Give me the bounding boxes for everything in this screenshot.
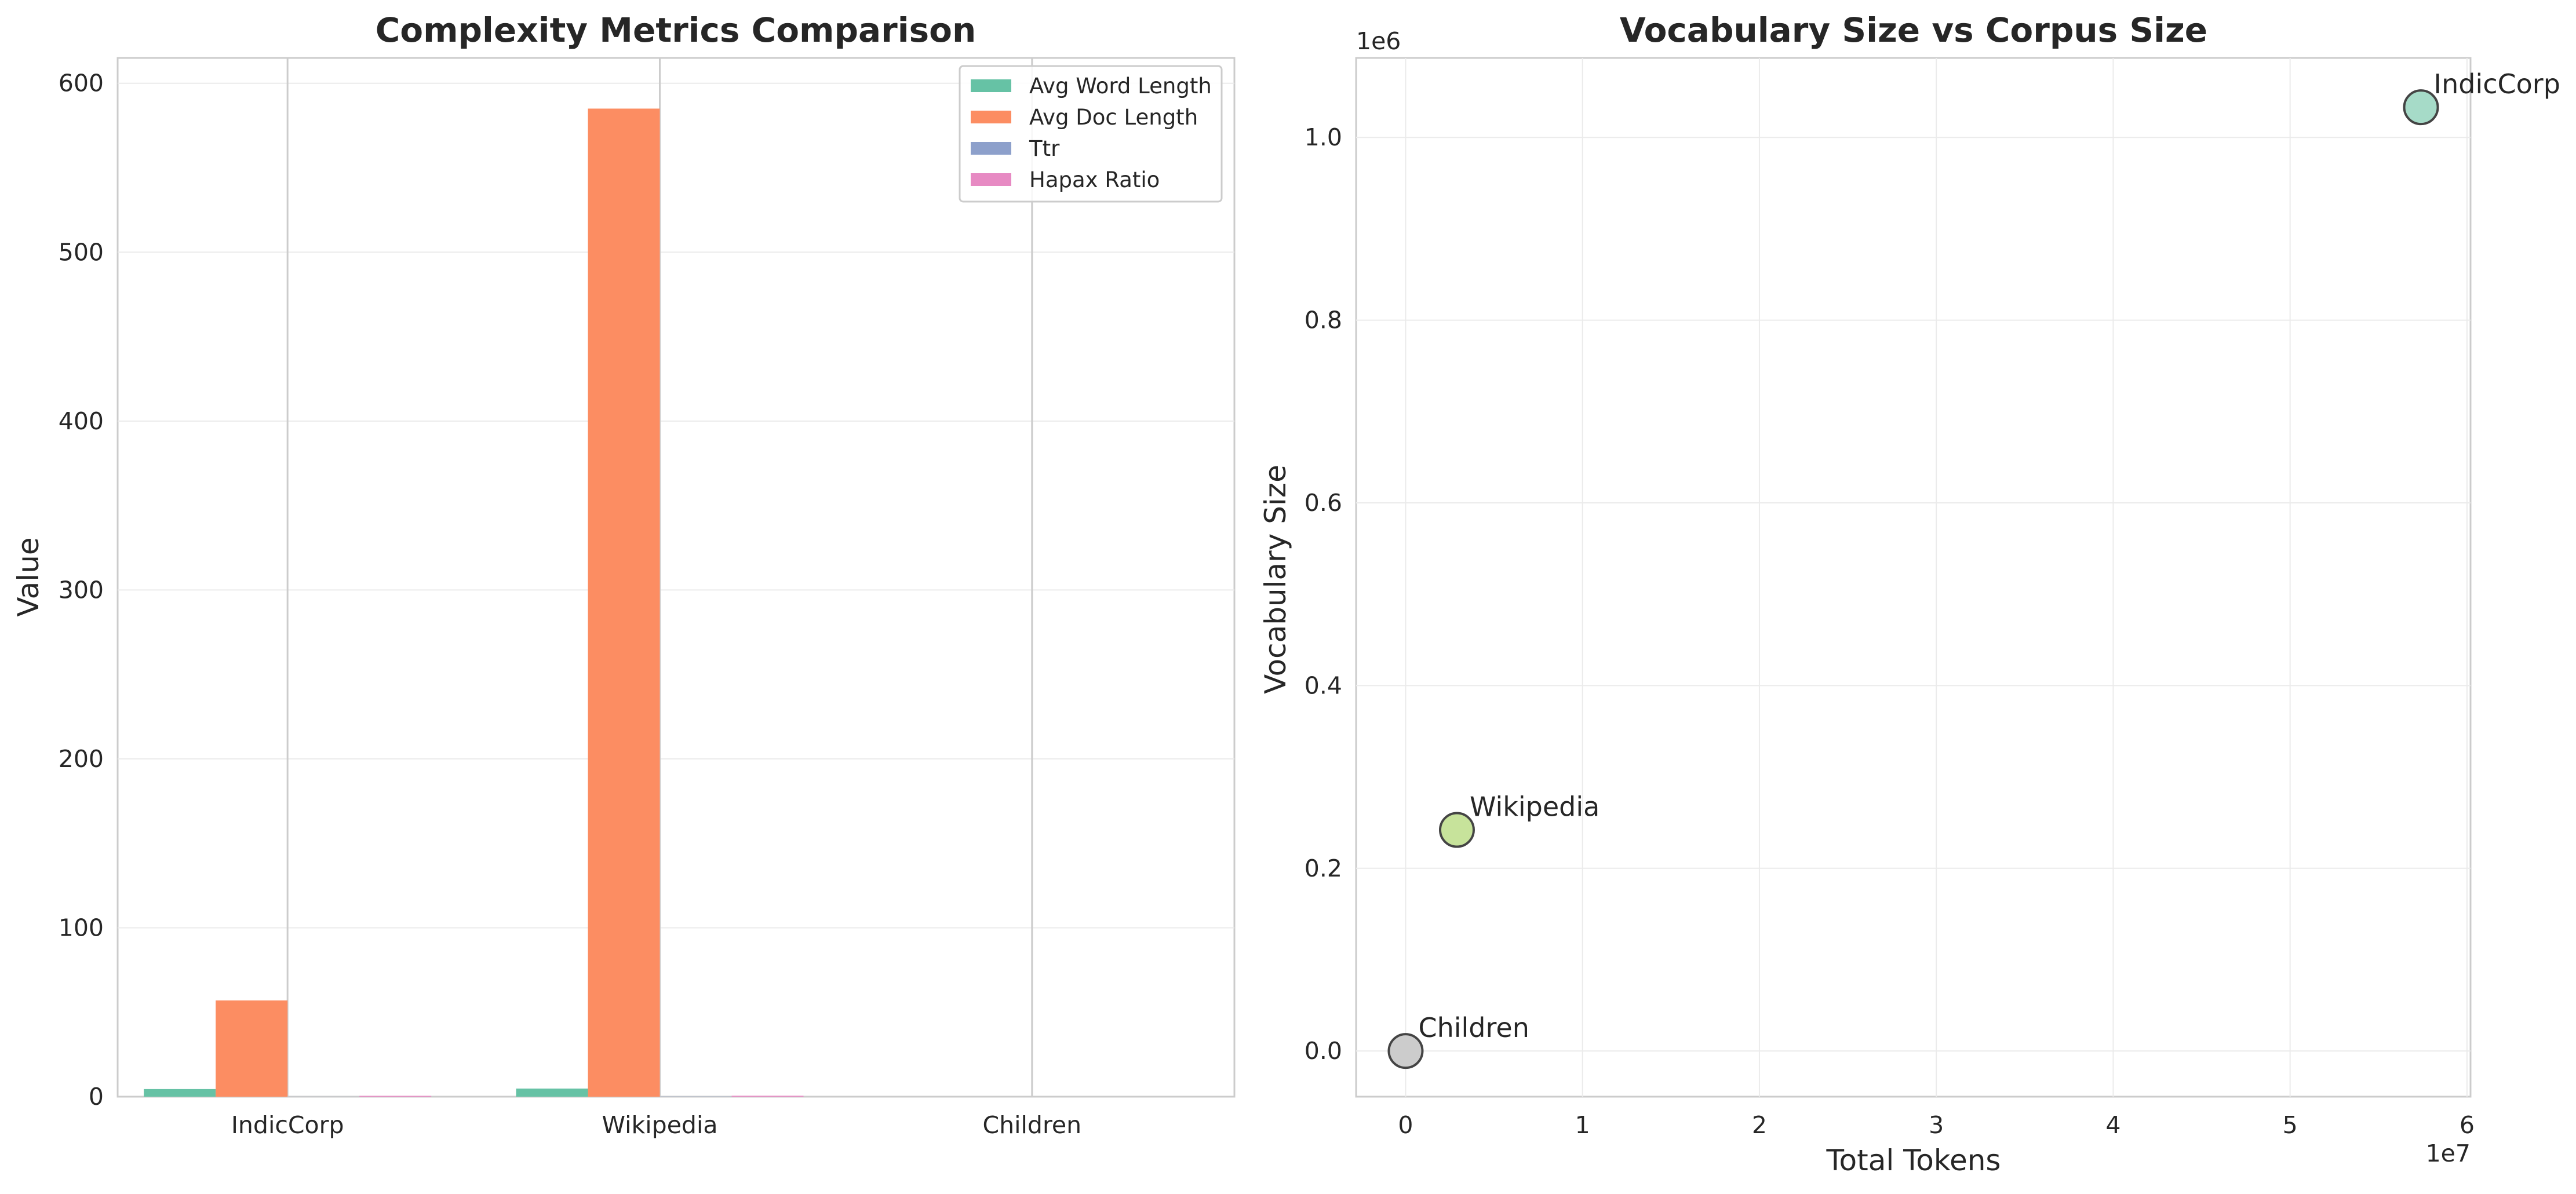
- right-x-tick-label: 0: [1398, 1111, 1413, 1139]
- right-y-tick-label: 0.2: [1305, 855, 1342, 882]
- right-tick-labels: 0 1 2 3 4 5 6 0.0 0.2 0.4 0.6 0.8 1.0: [1305, 123, 2475, 1139]
- left-y-tick-label: 500: [59, 238, 104, 266]
- y-offset-label: 1e6: [1356, 27, 1401, 55]
- left-y-tick-label: 0: [89, 1083, 104, 1111]
- bar-avg-word-length-wikipedia: [516, 1089, 588, 1097]
- point-indiccorp: [2403, 89, 2439, 126]
- left-y-tick-label: 300: [59, 576, 104, 604]
- right-x-tick-label: 6: [2460, 1111, 2475, 1139]
- left-x-tick-label: IndicCorp: [231, 1111, 344, 1139]
- point-label-children: Children: [1418, 1012, 1529, 1043]
- right-x-tick-label: 2: [1752, 1111, 1767, 1139]
- left-tick-labels: 0 100 200 300 400 500 600 IndicCorp Wikipedia Chi…: [59, 70, 1081, 1139]
- legend: Avg Word Length Avg Doc Length Ttr Hapax Ra…: [959, 65, 1223, 203]
- right-y-tick-label: 0.0: [1305, 1037, 1342, 1065]
- right-plot-area: [1355, 57, 2472, 1098]
- right-y-tick-label: 0.6: [1305, 489, 1342, 517]
- point-label-wikipedia: Wikipedia: [1470, 791, 1599, 823]
- complexity-metrics-chart: 0 100 200 300 400 500 600 IndicCorp Wikipedia Chi…: [12, 10, 1236, 1139]
- legend-swatch-avg-doc-length: [971, 111, 1011, 123]
- legend-label-hapax-ratio: Hapax Ratio: [1029, 167, 1160, 192]
- legend-box: [959, 65, 1223, 203]
- right-x-tick-label: 1: [1575, 1111, 1590, 1139]
- left-y-axis-label: Value: [12, 537, 45, 616]
- left-y-tick-label: 600: [59, 70, 104, 97]
- left-bars: [144, 108, 804, 1097]
- point-label-indiccorp: IndicCorp: [2434, 68, 2560, 100]
- legend-label-avg-word-length: Avg Word Length: [1029, 74, 1212, 98]
- legend-label-ttr: Ttr: [1029, 136, 1060, 161]
- left-y-tick-label: 200: [59, 745, 104, 773]
- point-children: [1387, 1033, 1424, 1069]
- left-x-tick-label: Children: [983, 1111, 1082, 1139]
- bar-hapax-ratio-indiccorp: [359, 1096, 432, 1097]
- right-x-tick-label: 5: [2283, 1111, 2298, 1139]
- left-gridlines: [118, 58, 1234, 1097]
- left-x-tick-label: Wikipedia: [602, 1111, 718, 1139]
- left-chart-title: Complexity Metrics Comparison: [376, 10, 977, 50]
- legend-label-avg-doc-length: Avg Doc Length: [1029, 105, 1198, 130]
- right-y-tick-label: 1.0: [1305, 123, 1342, 151]
- vocabulary-vs-corpus-chart: IndicCorp Wikipedia Children 0 1 2 3 4 5 6 0.0 0.2…: [1259, 10, 2560, 1177]
- right-y-axis-label: Vocabulary Size: [1259, 465, 1292, 694]
- right-x-tick-label: 3: [1929, 1111, 1944, 1139]
- right-points: IndicCorp Wikipedia Children: [1387, 68, 2560, 1069]
- left-y-tick-label: 100: [59, 914, 104, 941]
- x-offset-label: 1e7: [2426, 1140, 2471, 1167]
- right-x-tick-label: 4: [2105, 1111, 2120, 1139]
- right-x-axis-label: Total Tokens: [1826, 1144, 2001, 1177]
- bar-hapax-ratio-wikipedia: [731, 1096, 804, 1097]
- legend-swatch-hapax-ratio: [971, 173, 1011, 186]
- left-plot-area: [116, 57, 1236, 1098]
- right-gridlines: [1356, 58, 2471, 1097]
- bar-avg-doc-length-indiccorp: [216, 1000, 288, 1097]
- right-chart-title: Vocabulary Size vs Corpus Size: [1620, 10, 2207, 50]
- point-wikipedia: [1438, 812, 1475, 848]
- legend-swatch-avg-word-length: [971, 79, 1011, 92]
- left-y-tick-label: 400: [59, 407, 104, 435]
- legend-swatch-ttr: [971, 142, 1011, 155]
- right-y-tick-label: 0.4: [1305, 671, 1342, 699]
- bar-avg-doc-length-wikipedia: [588, 108, 660, 1097]
- right-y-tick-label: 0.8: [1305, 306, 1342, 334]
- bar-avg-word-length-indiccorp: [144, 1089, 216, 1097]
